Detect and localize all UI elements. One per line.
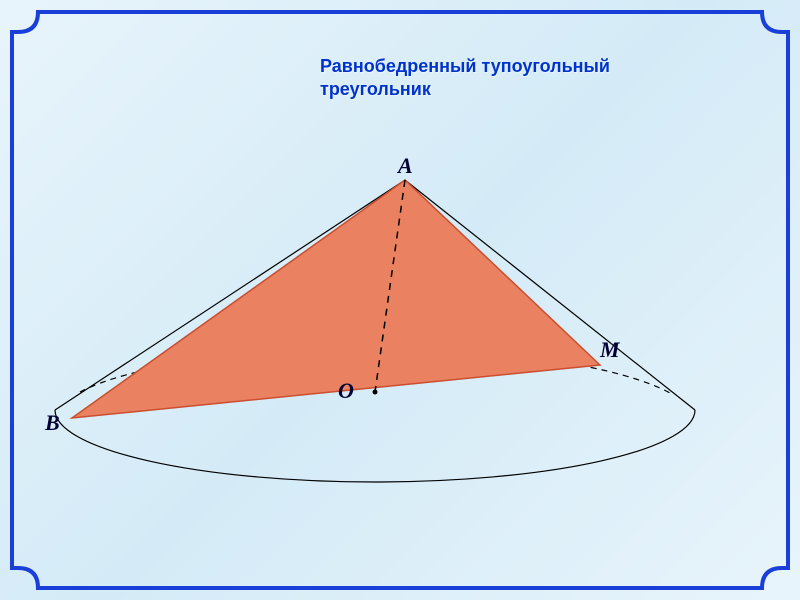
label-O: О bbox=[338, 378, 354, 404]
triangle-section bbox=[72, 180, 600, 418]
label-B: В bbox=[45, 410, 60, 436]
ellipse-front bbox=[55, 410, 695, 482]
center-point bbox=[373, 390, 378, 395]
label-A: A bbox=[398, 153, 413, 179]
label-M: М bbox=[600, 337, 620, 363]
geometry-diagram bbox=[0, 0, 800, 600]
